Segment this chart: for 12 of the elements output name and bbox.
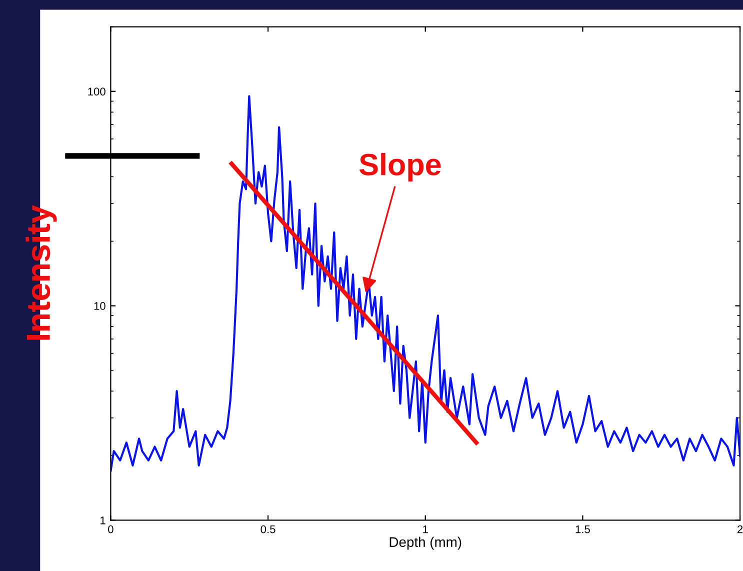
x-tick-label: 0 [108,525,114,534]
y-tick-label: 100 [88,88,106,96]
x-tick-label: 2 [738,525,743,534]
annotation: Slope [359,152,441,182]
line-series [110,95,740,472]
y-tick-label: 1 [100,516,106,524]
x-tick-label: 0.5 [260,525,276,534]
x-tick-label: 1 [423,525,428,534]
x-tick-label: 1.5 [576,525,590,534]
y-tick-label: 10 [94,302,106,310]
y-axis-title: Intensity [26,205,57,340]
x-axis-title: Depth (mm) [390,536,462,550]
